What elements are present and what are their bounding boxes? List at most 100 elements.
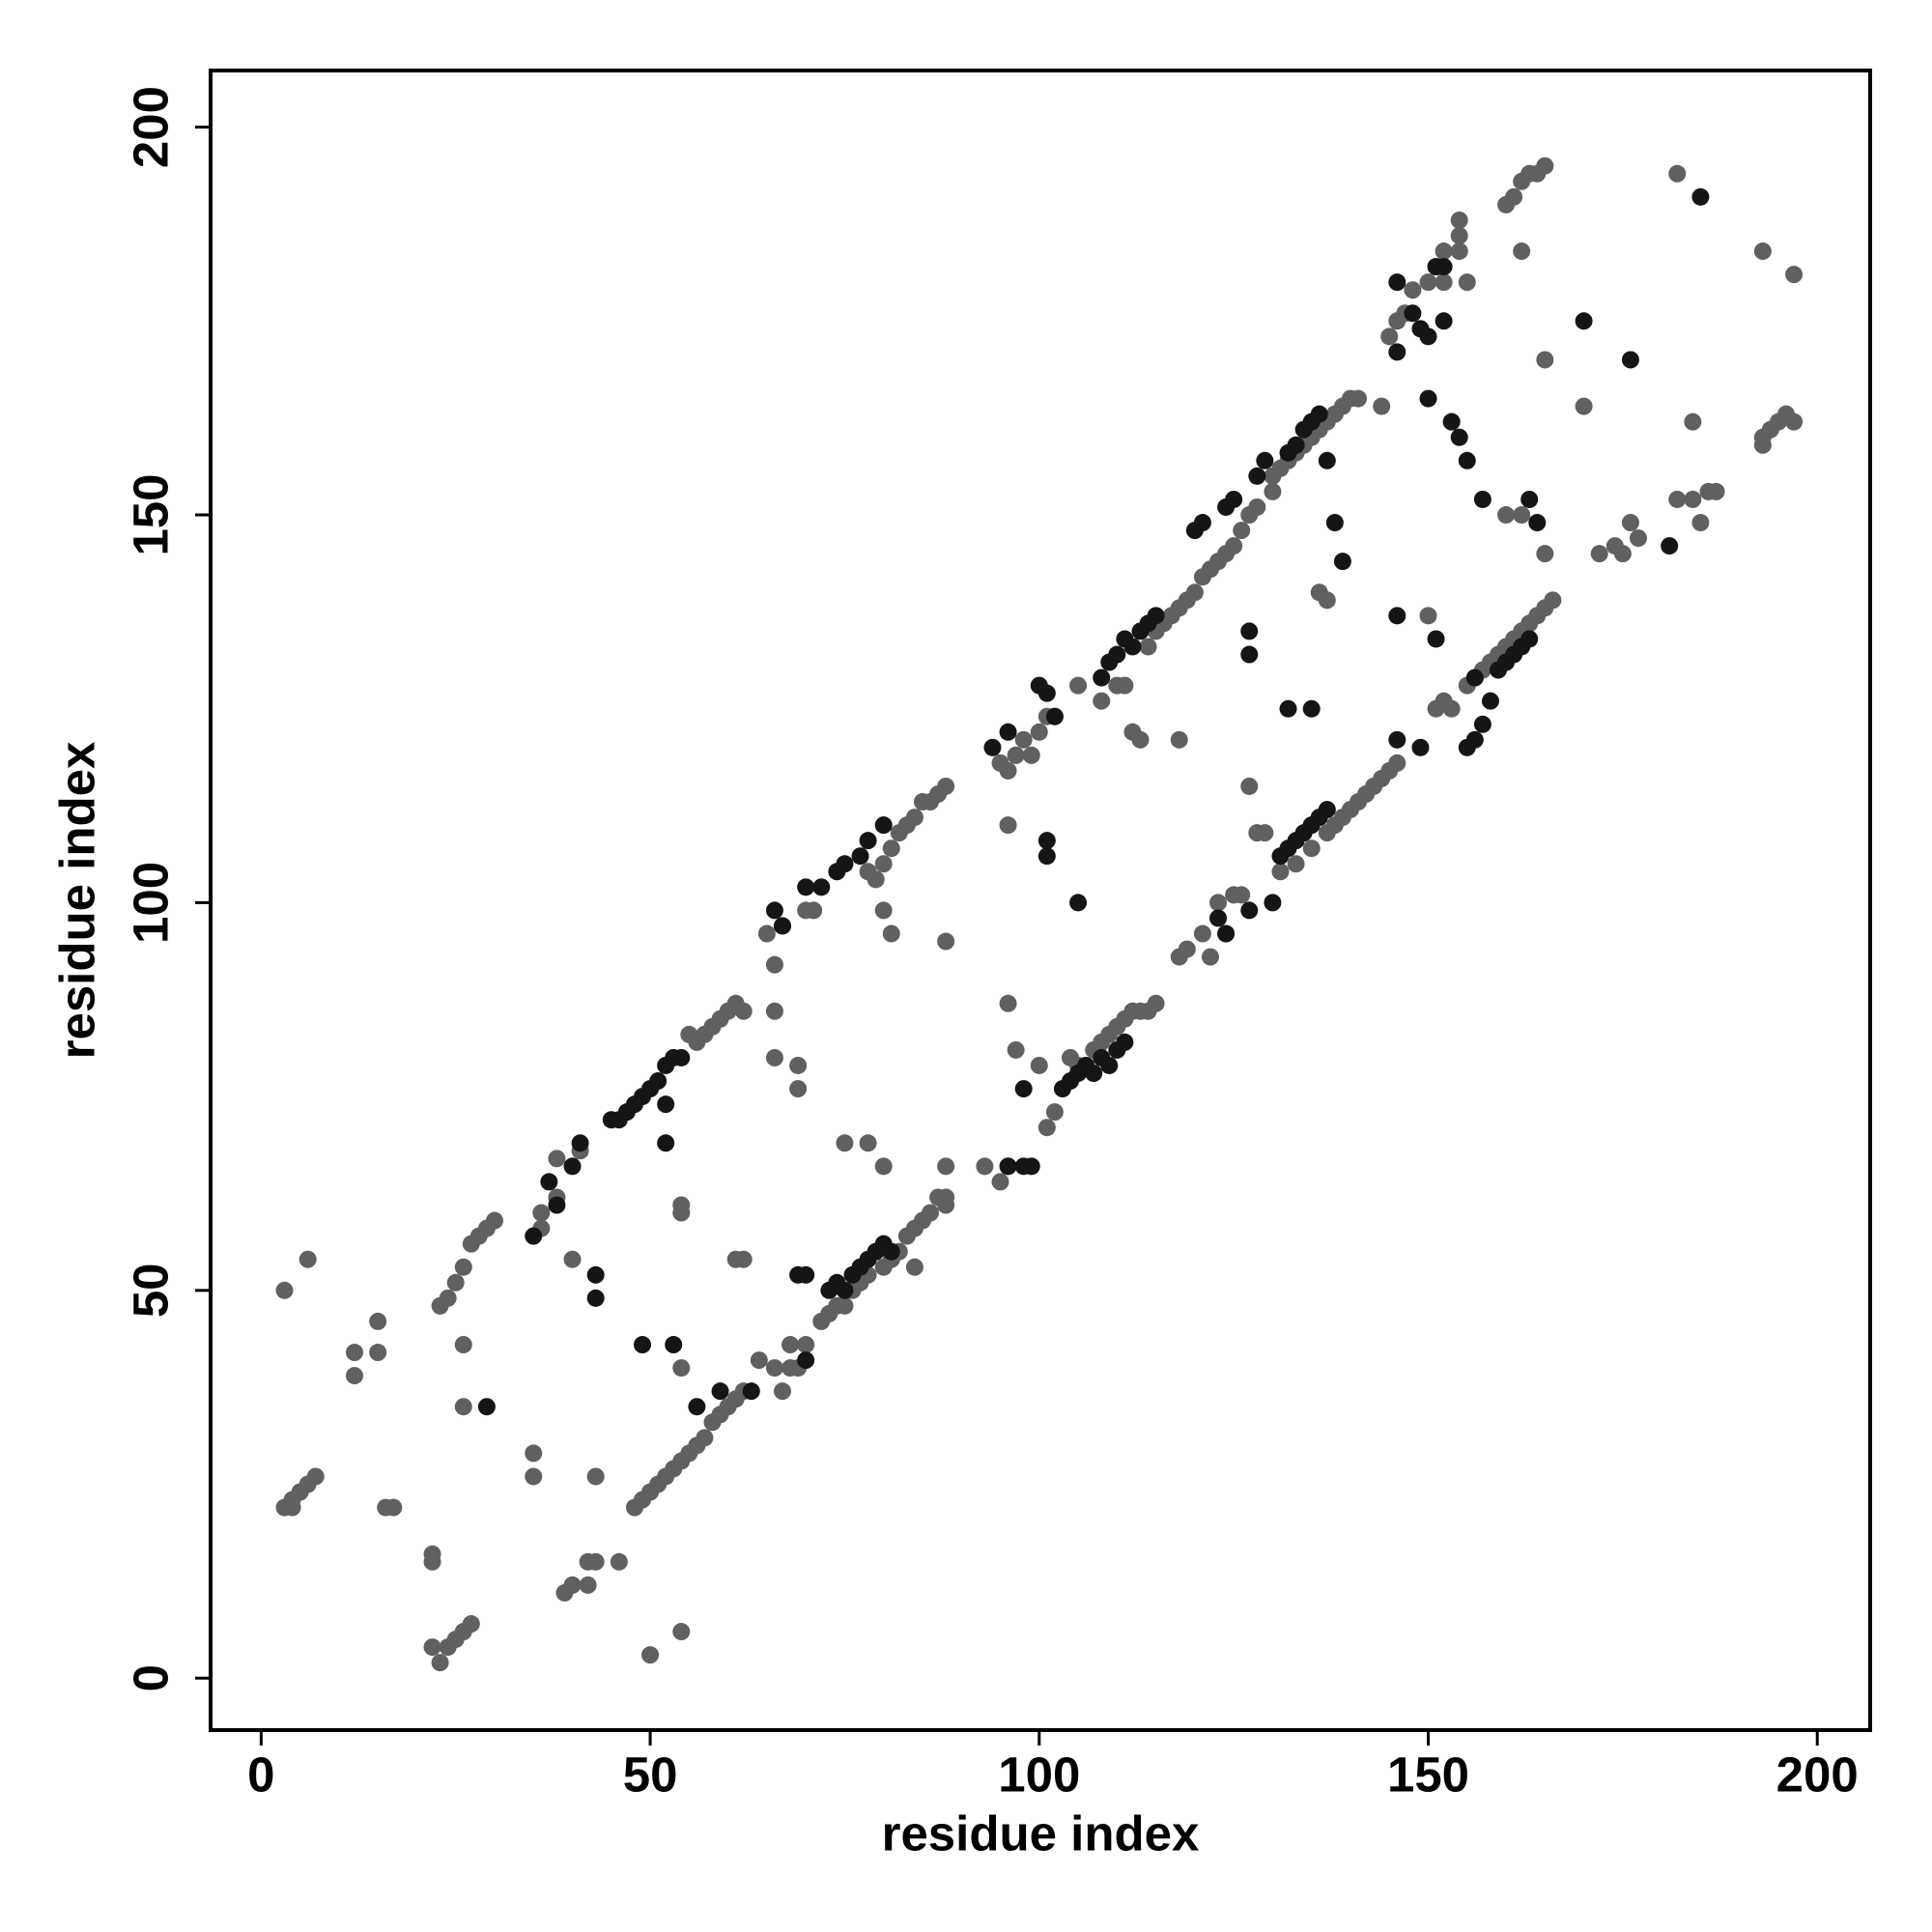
point	[1069, 676, 1088, 695]
point	[1022, 1157, 1040, 1176]
point	[1209, 909, 1228, 927]
point	[454, 1398, 472, 1416]
point	[1201, 948, 1219, 966]
point	[586, 1467, 605, 1486]
point	[1785, 412, 1804, 431]
point	[1668, 490, 1687, 508]
point	[1240, 777, 1259, 795]
point	[1233, 886, 1251, 904]
point	[672, 1048, 691, 1066]
point	[711, 1382, 729, 1401]
point	[1240, 901, 1259, 920]
point	[1450, 428, 1468, 446]
point	[423, 1552, 441, 1571]
point	[805, 901, 823, 920]
point	[1217, 924, 1236, 943]
point	[1100, 1056, 1119, 1074]
point	[1318, 591, 1336, 610]
point	[1147, 994, 1165, 1012]
point	[1668, 164, 1687, 183]
point	[734, 1002, 753, 1020]
point	[665, 1336, 683, 1354]
point	[423, 1638, 441, 1657]
point	[1442, 412, 1461, 431]
point	[1116, 1033, 1134, 1051]
point	[1248, 467, 1266, 485]
point	[836, 1281, 854, 1299]
point	[298, 1250, 317, 1268]
x-tick-label: 150	[1387, 1747, 1469, 1802]
point	[999, 994, 1017, 1012]
y-tick-label: 100	[123, 862, 178, 944]
point	[1753, 436, 1772, 454]
point	[532, 1204, 551, 1222]
point	[1007, 746, 1025, 764]
point	[1458, 273, 1476, 292]
point	[1505, 187, 1523, 206]
x-tick-label: 200	[1776, 1747, 1859, 1802]
point	[765, 1359, 783, 1378]
point	[1590, 545, 1608, 563]
point	[836, 1134, 854, 1152]
point	[937, 932, 955, 951]
point	[757, 924, 776, 943]
point	[657, 1095, 675, 1114]
point	[384, 1498, 403, 1517]
point	[867, 870, 885, 889]
point	[765, 955, 783, 974]
point	[1473, 490, 1492, 508]
point	[1520, 630, 1539, 648]
point	[1435, 273, 1453, 292]
point	[1264, 894, 1282, 912]
point	[1147, 607, 1165, 625]
point	[431, 1654, 449, 1672]
point	[1271, 863, 1290, 881]
point	[1380, 327, 1399, 346]
point	[1350, 389, 1368, 408]
point	[641, 1646, 660, 1664]
point	[1528, 514, 1547, 532]
point	[446, 1273, 465, 1292]
point	[1544, 591, 1562, 610]
point	[1629, 529, 1647, 548]
point	[1575, 312, 1593, 330]
point	[1085, 1065, 1103, 1083]
point	[976, 1157, 994, 1176]
point	[742, 1382, 760, 1401]
point	[1139, 638, 1157, 656]
y-tick-label: 150	[123, 473, 178, 555]
point	[1465, 730, 1484, 749]
point	[485, 1211, 503, 1230]
point	[1185, 583, 1204, 602]
point	[1388, 753, 1406, 772]
point	[1264, 482, 1282, 500]
point	[1481, 692, 1499, 710]
point	[1450, 211, 1468, 229]
point	[306, 1467, 325, 1486]
point	[563, 1250, 582, 1268]
point	[1388, 730, 1406, 749]
point	[922, 1204, 940, 1222]
x-tick-label: 0	[247, 1747, 274, 1802]
point	[874, 1157, 893, 1176]
point	[789, 1056, 808, 1074]
point	[649, 1072, 668, 1091]
point	[1458, 451, 1476, 469]
point	[579, 1576, 597, 1594]
point	[1465, 668, 1484, 687]
point	[1513, 242, 1531, 261]
point	[1225, 490, 1243, 508]
point	[657, 1134, 675, 1152]
point	[1030, 1056, 1048, 1074]
point	[999, 1157, 1017, 1176]
point	[696, 1429, 714, 1447]
point	[765, 901, 783, 920]
point	[1170, 730, 1188, 749]
point	[1388, 312, 1406, 330]
point	[1225, 537, 1243, 555]
point	[812, 878, 831, 896]
point	[525, 1227, 543, 1245]
point	[1037, 1119, 1056, 1137]
point	[1691, 514, 1710, 532]
point	[1442, 699, 1461, 718]
